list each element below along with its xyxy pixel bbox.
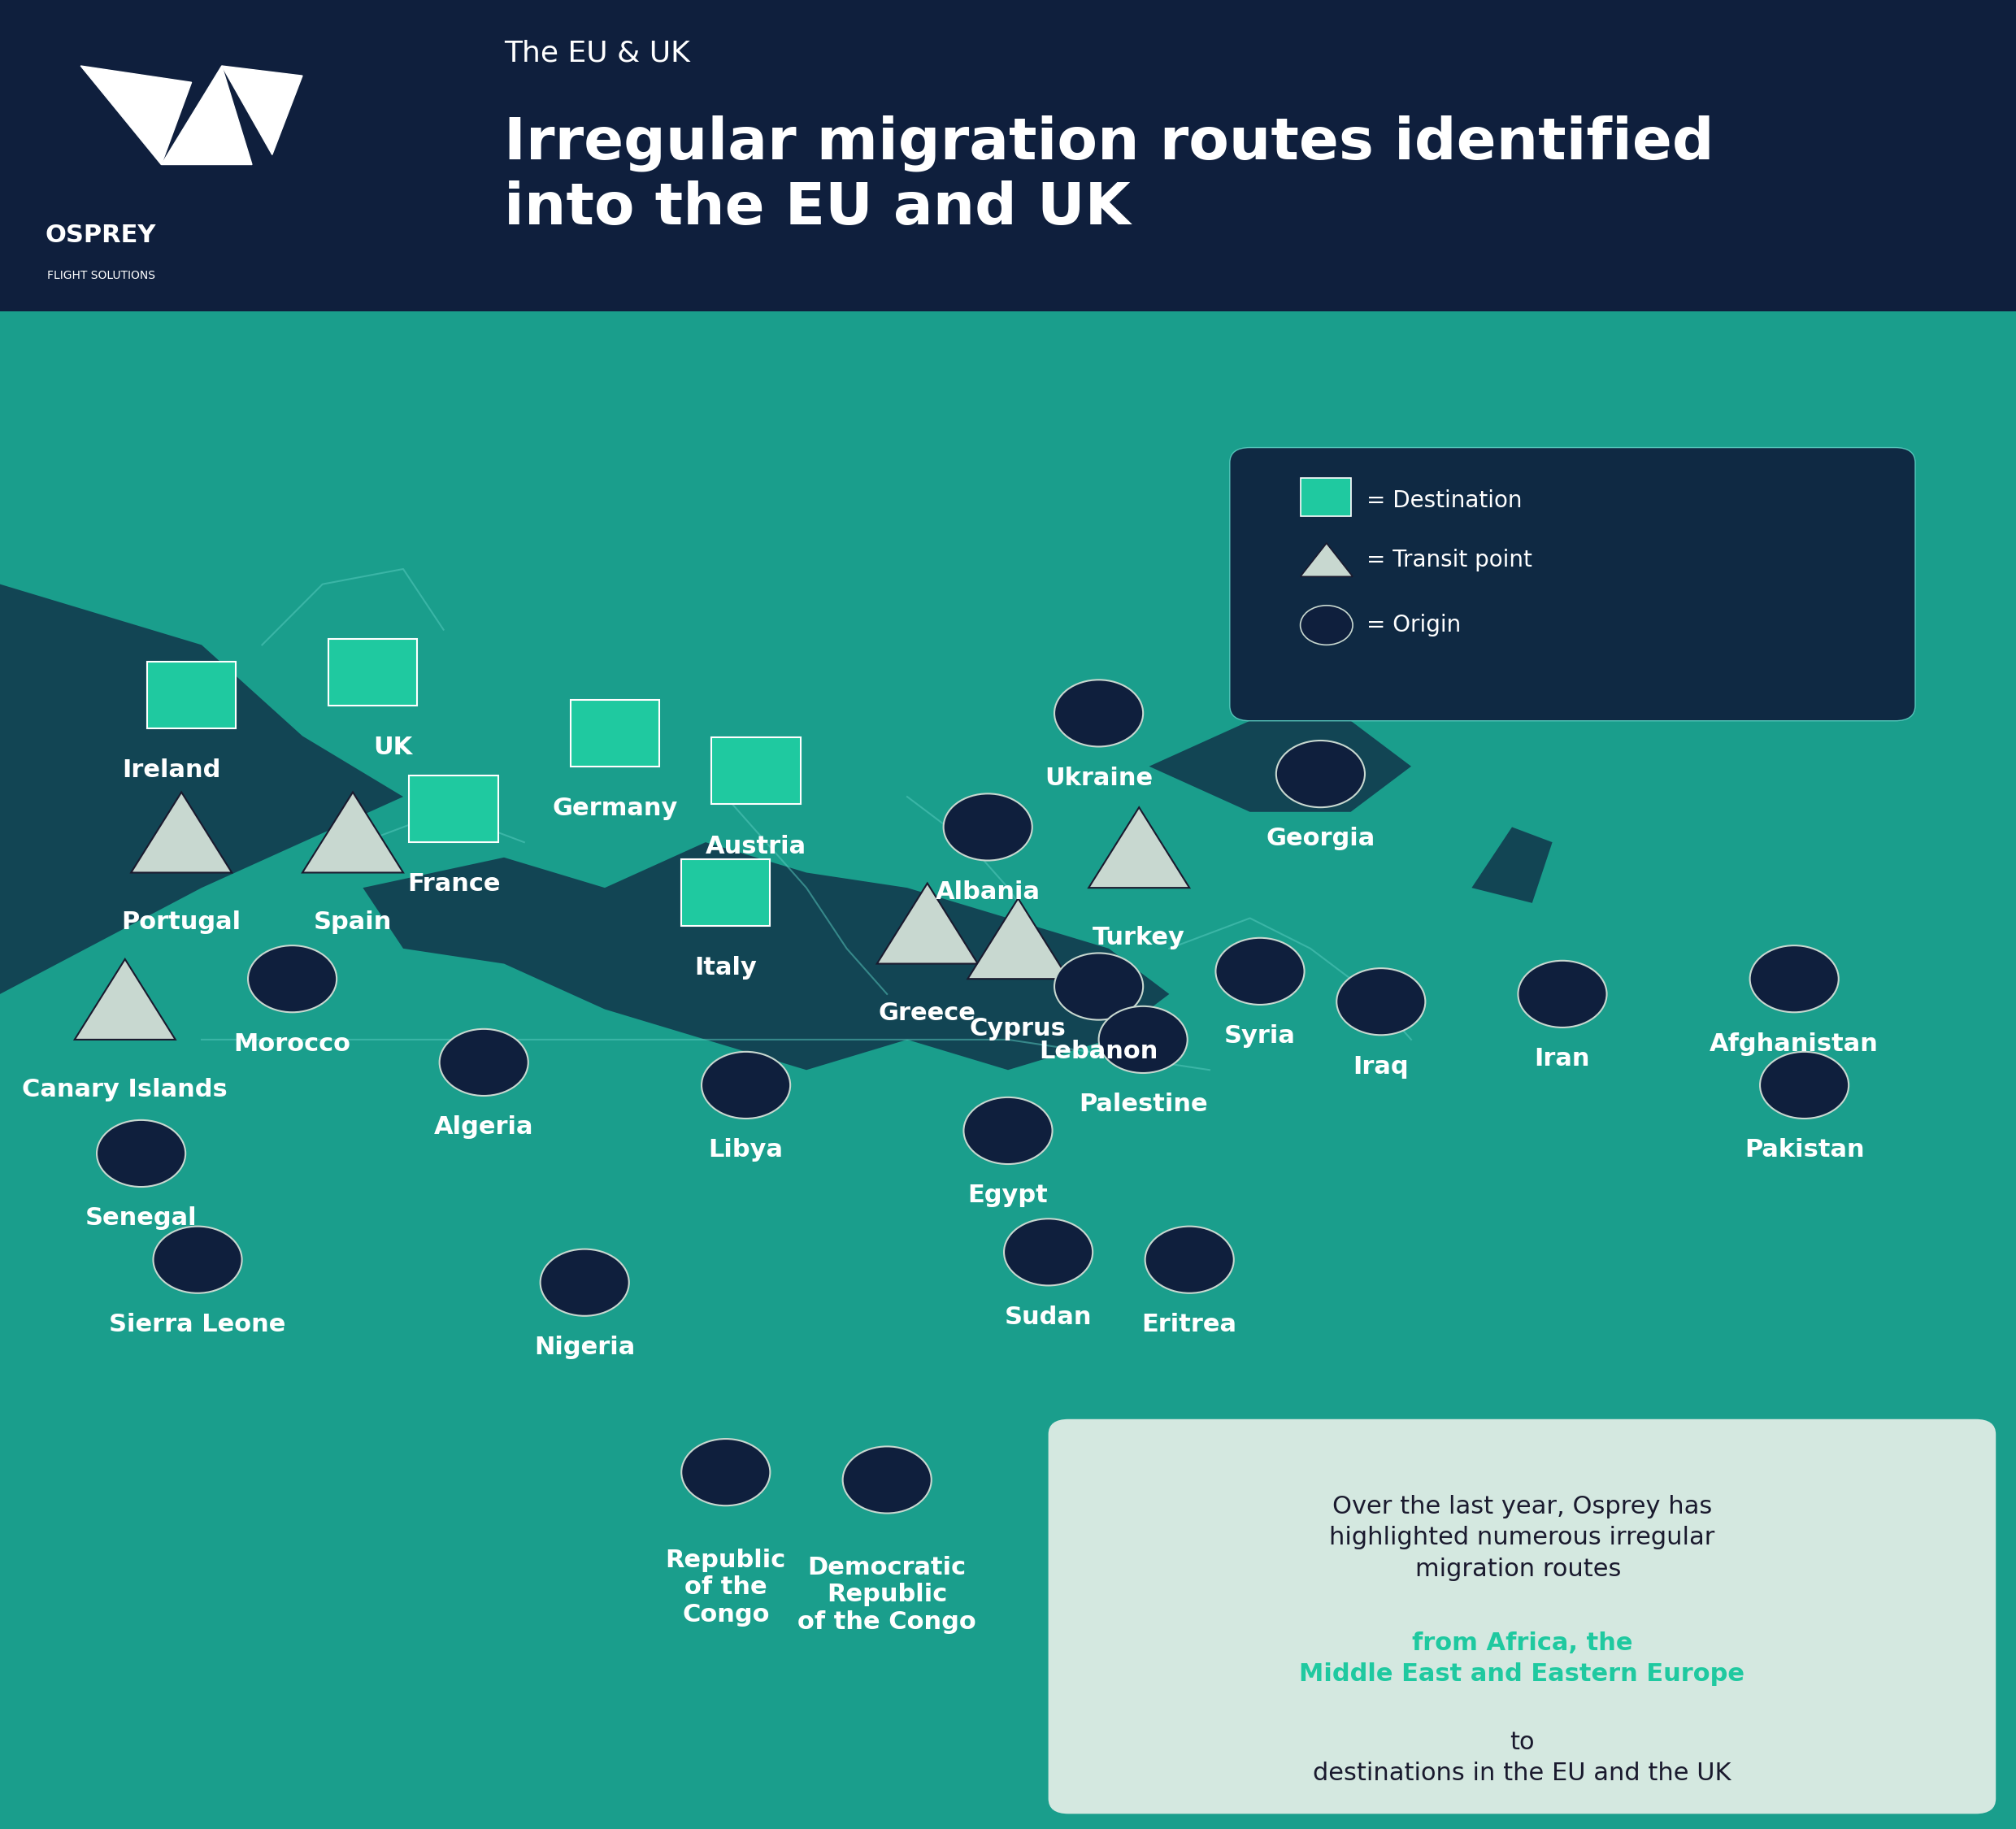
Circle shape bbox=[964, 1097, 1052, 1163]
Text: Georgia: Georgia bbox=[1266, 827, 1375, 850]
Circle shape bbox=[681, 1439, 770, 1505]
Polygon shape bbox=[1149, 721, 1411, 812]
Text: Turkey: Turkey bbox=[1093, 925, 1185, 949]
Circle shape bbox=[1099, 1006, 1187, 1074]
Bar bbox=[681, 860, 770, 925]
Text: Ukraine: Ukraine bbox=[1044, 766, 1153, 790]
Text: UK: UK bbox=[373, 735, 413, 759]
Text: Nigeria: Nigeria bbox=[534, 1335, 635, 1359]
Text: Eritrea: Eritrea bbox=[1141, 1313, 1238, 1337]
Polygon shape bbox=[1300, 543, 1353, 576]
Circle shape bbox=[97, 1119, 185, 1187]
Text: Over the last year, Osprey has
highlighted numerous irregular
migration routes: Over the last year, Osprey has highlight… bbox=[1329, 1494, 1716, 1580]
Text: OSPREY: OSPREY bbox=[46, 223, 155, 247]
Text: Iraq: Iraq bbox=[1353, 1055, 1409, 1079]
Text: The EU & UK: The EU & UK bbox=[504, 40, 689, 68]
Text: Austria: Austria bbox=[706, 834, 806, 858]
Circle shape bbox=[943, 794, 1032, 860]
Circle shape bbox=[1054, 953, 1143, 1021]
Bar bbox=[147, 662, 236, 728]
FancyBboxPatch shape bbox=[1048, 1419, 1996, 1814]
Polygon shape bbox=[0, 583, 403, 995]
Text: Morocco: Morocco bbox=[234, 1032, 351, 1055]
Text: Iran: Iran bbox=[1534, 1048, 1591, 1070]
Text: Democratic
Republic
of the Congo: Democratic Republic of the Congo bbox=[798, 1556, 976, 1633]
Polygon shape bbox=[968, 898, 1068, 979]
Bar bbox=[1300, 477, 1351, 516]
Circle shape bbox=[843, 1447, 931, 1513]
Circle shape bbox=[1054, 680, 1143, 746]
Circle shape bbox=[1216, 938, 1304, 1004]
Circle shape bbox=[1750, 946, 1839, 1011]
Polygon shape bbox=[81, 66, 192, 165]
Polygon shape bbox=[161, 66, 252, 165]
Text: Canary Islands: Canary Islands bbox=[22, 1077, 228, 1101]
Polygon shape bbox=[75, 958, 175, 1039]
Bar bbox=[329, 638, 417, 706]
Circle shape bbox=[1518, 960, 1607, 1028]
Text: from Africa, the
Middle East and Eastern Europe: from Africa, the Middle East and Eastern… bbox=[1300, 1631, 1744, 1686]
Text: Spain: Spain bbox=[314, 911, 391, 935]
Text: Palestine: Palestine bbox=[1079, 1092, 1208, 1116]
Polygon shape bbox=[0, 311, 2016, 1829]
Polygon shape bbox=[877, 883, 978, 964]
Text: Lebanon: Lebanon bbox=[1038, 1039, 1159, 1063]
FancyBboxPatch shape bbox=[1230, 448, 1915, 721]
Text: Algeria: Algeria bbox=[433, 1116, 534, 1139]
Circle shape bbox=[1145, 1225, 1234, 1293]
Circle shape bbox=[702, 1052, 790, 1119]
Text: Egypt: Egypt bbox=[968, 1183, 1048, 1207]
Text: Greece: Greece bbox=[879, 1002, 976, 1026]
Text: Cyprus: Cyprus bbox=[970, 1017, 1066, 1041]
Circle shape bbox=[1337, 968, 1425, 1035]
Polygon shape bbox=[1472, 827, 1552, 904]
Text: FLIGHT SOLUTIONS: FLIGHT SOLUTIONS bbox=[46, 271, 155, 282]
Circle shape bbox=[1276, 741, 1365, 807]
Polygon shape bbox=[302, 792, 403, 872]
Text: Afghanistan: Afghanistan bbox=[1710, 1032, 1879, 1055]
Text: France: France bbox=[407, 872, 500, 896]
Text: Republic
of the
Congo: Republic of the Congo bbox=[665, 1547, 786, 1626]
Bar bbox=[409, 775, 498, 841]
Polygon shape bbox=[131, 792, 232, 872]
Text: Germany: Germany bbox=[552, 797, 677, 819]
Text: Italy: Italy bbox=[696, 957, 756, 980]
Text: Sudan: Sudan bbox=[1004, 1306, 1093, 1330]
Text: Sierra Leone: Sierra Leone bbox=[109, 1313, 286, 1337]
Text: Ireland: Ireland bbox=[123, 759, 220, 783]
Text: Albania: Albania bbox=[935, 880, 1040, 904]
Circle shape bbox=[1004, 1218, 1093, 1286]
Text: = Transit point: = Transit point bbox=[1367, 549, 1532, 571]
Text: Portugal: Portugal bbox=[121, 911, 242, 935]
Circle shape bbox=[248, 946, 337, 1011]
Text: Senegal: Senegal bbox=[85, 1207, 198, 1231]
Polygon shape bbox=[222, 66, 302, 155]
Text: Irregular migration routes identified
into the EU and UK: Irregular migration routes identified in… bbox=[504, 115, 1714, 236]
Bar bbox=[712, 737, 800, 805]
Circle shape bbox=[540, 1249, 629, 1315]
Circle shape bbox=[1760, 1052, 1849, 1119]
Text: Pakistan: Pakistan bbox=[1744, 1138, 1865, 1161]
Circle shape bbox=[153, 1225, 242, 1293]
Polygon shape bbox=[1089, 807, 1189, 887]
Circle shape bbox=[439, 1030, 528, 1096]
Text: = Destination: = Destination bbox=[1367, 490, 1522, 512]
Text: Libya: Libya bbox=[708, 1138, 784, 1161]
Polygon shape bbox=[363, 841, 1169, 1070]
Text: = Origin: = Origin bbox=[1367, 615, 1462, 636]
Text: to
destinations in the EU and the UK: to destinations in the EU and the UK bbox=[1312, 1730, 1732, 1785]
Text: Syria: Syria bbox=[1224, 1024, 1296, 1048]
Bar bbox=[571, 699, 659, 766]
Circle shape bbox=[1300, 605, 1353, 646]
